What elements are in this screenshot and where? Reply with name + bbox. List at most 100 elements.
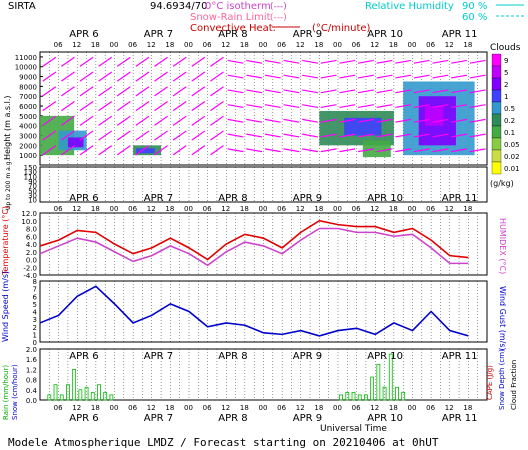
- wind-arrow: [172, 100, 187, 112]
- hour-tick-label: 06: [426, 41, 435, 49]
- wind-arrow: [210, 71, 224, 82]
- wind-arrow: [376, 148, 393, 153]
- rain-bar: [59, 394, 64, 401]
- temperature-series-temperature: [39, 219, 469, 261]
- wind-arrow: [451, 59, 468, 64]
- wind-arrow: [154, 130, 168, 141]
- wind-arrow: [191, 145, 206, 156]
- wind-arrow: [264, 89, 281, 94]
- wind-arrow: [61, 100, 75, 112]
- temperature-tick-label: 0.0: [26, 257, 37, 265]
- wind-right-axis-title: Wind Gust (m/s): [498, 286, 507, 351]
- wind-arrow: [395, 133, 412, 138]
- wind-tick-label: 7: [33, 286, 37, 294]
- wind-arrow: [302, 148, 319, 153]
- temperature-tick-label: 6.0: [26, 233, 37, 241]
- wind-arrow: [283, 104, 300, 109]
- hour-tick-label: 00: [408, 41, 417, 49]
- date-label: APR 8: [218, 29, 247, 40]
- wind-arrow: [320, 133, 337, 138]
- cloud-legend-tick: 2: [504, 81, 508, 89]
- wind-tick-label: 0: [33, 339, 37, 347]
- snow-depth-axis-title: Snow Depth (cm): [498, 349, 506, 410]
- wind-arrow: [395, 59, 412, 64]
- wind-arrow: [172, 115, 187, 126]
- wind-arrow: [98, 130, 113, 141]
- wind-arrow: [264, 59, 281, 64]
- wind-arrow: [320, 148, 337, 153]
- wind-arrow: [191, 71, 206, 82]
- hour-tick-label: 06: [128, 41, 137, 49]
- wind-arrow: [339, 59, 356, 64]
- wind-arrow: [376, 59, 393, 64]
- hour-tick-label: 06: [426, 205, 435, 213]
- temperature-series-humidex: [39, 227, 469, 267]
- wind-arrow: [413, 148, 430, 153]
- rain-panel: 2.0 1.6 1.2 0.8 0.4 0.0 APR 6 APR 7 APR 8 APR 9 AP…: [2, 346, 518, 424]
- hour-tick-label: 18: [314, 404, 323, 412]
- wind-arrow: [302, 104, 319, 109]
- hour-tick-label: 06: [352, 404, 361, 412]
- wind-arrow: [320, 89, 337, 94]
- wind-arrow: [154, 56, 168, 67]
- clouds-legend-title: Clouds: [490, 43, 521, 53]
- snow-rain-label: Snow-Rain Limit: [190, 12, 271, 23]
- wind-arrow: [61, 86, 75, 97]
- hour-tick-label: 06: [277, 404, 286, 412]
- wind-arrow: [227, 104, 244, 109]
- hour-tick-label: 00: [259, 41, 268, 49]
- wind-arrow: [135, 115, 150, 126]
- wind-arrow: [320, 118, 337, 123]
- height-tick-label: 10000: [15, 64, 37, 72]
- low-height-tick-label: 150: [24, 164, 37, 172]
- rain-tick-label: 1.6: [26, 356, 38, 364]
- wind-arrow: [61, 56, 75, 67]
- hour-tick-label: 18: [463, 205, 472, 213]
- temperature-tick-label: 10.0: [21, 218, 37, 226]
- hour-tick-label: 12: [147, 41, 156, 49]
- wind-arrow: [320, 104, 337, 109]
- cloud-blob: [362, 140, 391, 158]
- wind-arrow: [98, 100, 113, 112]
- wind-arrow: [395, 118, 412, 123]
- wind-arrow: [469, 59, 486, 64]
- wind-arrow: [339, 74, 356, 79]
- low-height-tick-label: 50: [28, 187, 37, 195]
- rain-bar: [97, 384, 101, 401]
- date-label: APR 6: [69, 413, 98, 424]
- wind-arrow: [98, 71, 113, 82]
- wind-arrow: [451, 104, 468, 109]
- date-label: APR 8: [218, 413, 247, 424]
- wind-arrow: [413, 104, 430, 109]
- wind-arrow: [264, 104, 281, 109]
- height-tick-label: 9000: [19, 74, 37, 82]
- cloud-legend-swatch: [491, 89, 502, 103]
- wind-arrow: [210, 115, 224, 126]
- wind-arrow: [357, 104, 374, 109]
- date-label: APR 9: [293, 193, 322, 204]
- hour-tick-label: 18: [389, 41, 398, 49]
- wind-arrow: [246, 118, 263, 123]
- wind-arrow: [451, 89, 468, 94]
- rh-label: Relative Humidity: [365, 1, 454, 12]
- wind-arrow: [413, 118, 430, 123]
- hour-tick-label: 12: [147, 205, 156, 213]
- station-coords: 94.6934/70: [150, 1, 207, 12]
- hour-tick-label: 06: [54, 404, 63, 412]
- wind-arrow: [339, 133, 356, 138]
- rh-60: 60 %: [462, 12, 487, 23]
- hour-tick-label: 06: [54, 41, 63, 49]
- wind-arrow: [135, 145, 150, 156]
- wind-arrow: [210, 56, 224, 67]
- wind-tick-label: 5: [33, 301, 37, 309]
- wind-arrow: [357, 133, 374, 138]
- low-height-tick-label: 130: [24, 169, 37, 177]
- rain-bar: [47, 394, 52, 401]
- wind-arrow: [302, 133, 319, 138]
- rain-bar: [357, 394, 362, 401]
- low-height-tick-label: 30: [28, 192, 37, 200]
- wind-arrow: [154, 115, 168, 126]
- cloud-legend-swatch: [491, 125, 502, 139]
- rain-bar: [103, 391, 108, 401]
